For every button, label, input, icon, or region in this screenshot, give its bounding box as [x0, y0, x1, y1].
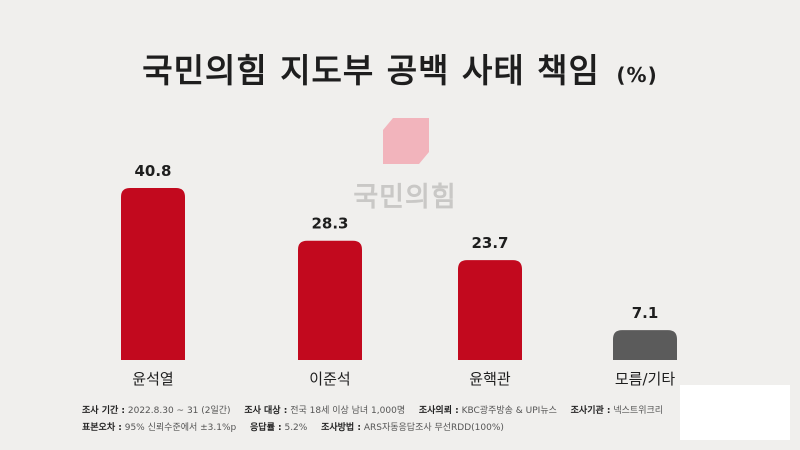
category-label-3: 윤핵관: [469, 370, 511, 388]
bar-value-label-4: 7.1: [632, 304, 659, 322]
chart-title-unit: (%): [616, 63, 658, 87]
chart-title: 국민의힘 지도부 공백 사태 책임 (%): [0, 44, 800, 92]
bar-value-label-1: 40.8: [134, 162, 171, 180]
client-label: 조사의뢰 :: [418, 406, 459, 416]
error-label: 표본오차 :: [82, 423, 122, 433]
client-value: KBC광주방송 & UPI뉴스: [461, 406, 557, 416]
survey-footer: 조사 기간 : 2022.8.30 ~ 31 (2일간) 조사 대상 : 전국 …: [82, 403, 742, 437]
bar-value-label-2: 28.3: [311, 215, 348, 233]
chart-title-text: 국민의힘 지도부 공백 사태 책임: [142, 51, 600, 90]
period-value: 2022.8.30 ~ 31 (2일간): [127, 406, 231, 416]
agency-label: 조사기관 :: [570, 406, 611, 416]
agency-value: 넥스트위크리: [613, 406, 664, 416]
party-logo-text: 국민의힘: [353, 182, 457, 213]
target-label: 조사 대상 :: [244, 406, 288, 416]
response-label: 응답률 :: [250, 423, 282, 433]
party-logo-icon: [383, 118, 429, 164]
method-value: ARS자동응답조사 무선RDD(100%): [363, 423, 504, 433]
category-label-1: 윤석열: [132, 370, 173, 388]
method-label: 조사방법 :: [321, 423, 361, 433]
bar-3: [458, 260, 522, 360]
error-value: 95% 신뢰수준에서 ±3.1%p: [124, 423, 237, 433]
footer-line-2: 표본오차 : 95% 신뢰수준에서 ±3.1%p 응답률 : 5.2% 조사방법…: [82, 420, 742, 437]
white-overlay-box: [680, 385, 790, 440]
bar-1: [121, 188, 185, 360]
response-value: 5.2%: [284, 423, 308, 433]
period-label: 조사 기간 :: [82, 406, 125, 416]
target-value: 전국 18세 이상 남녀 1,000명: [290, 406, 406, 416]
category-label-2: 이준석: [309, 370, 350, 388]
category-label-4: 모름/기타: [615, 370, 675, 388]
bar-4: [613, 330, 677, 360]
bar-value-label-3: 23.7: [471, 234, 508, 252]
bar-2: [298, 240, 362, 360]
footer-line-1: 조사 기간 : 2022.8.30 ~ 31 (2일간) 조사 대상 : 전국 …: [82, 403, 742, 420]
